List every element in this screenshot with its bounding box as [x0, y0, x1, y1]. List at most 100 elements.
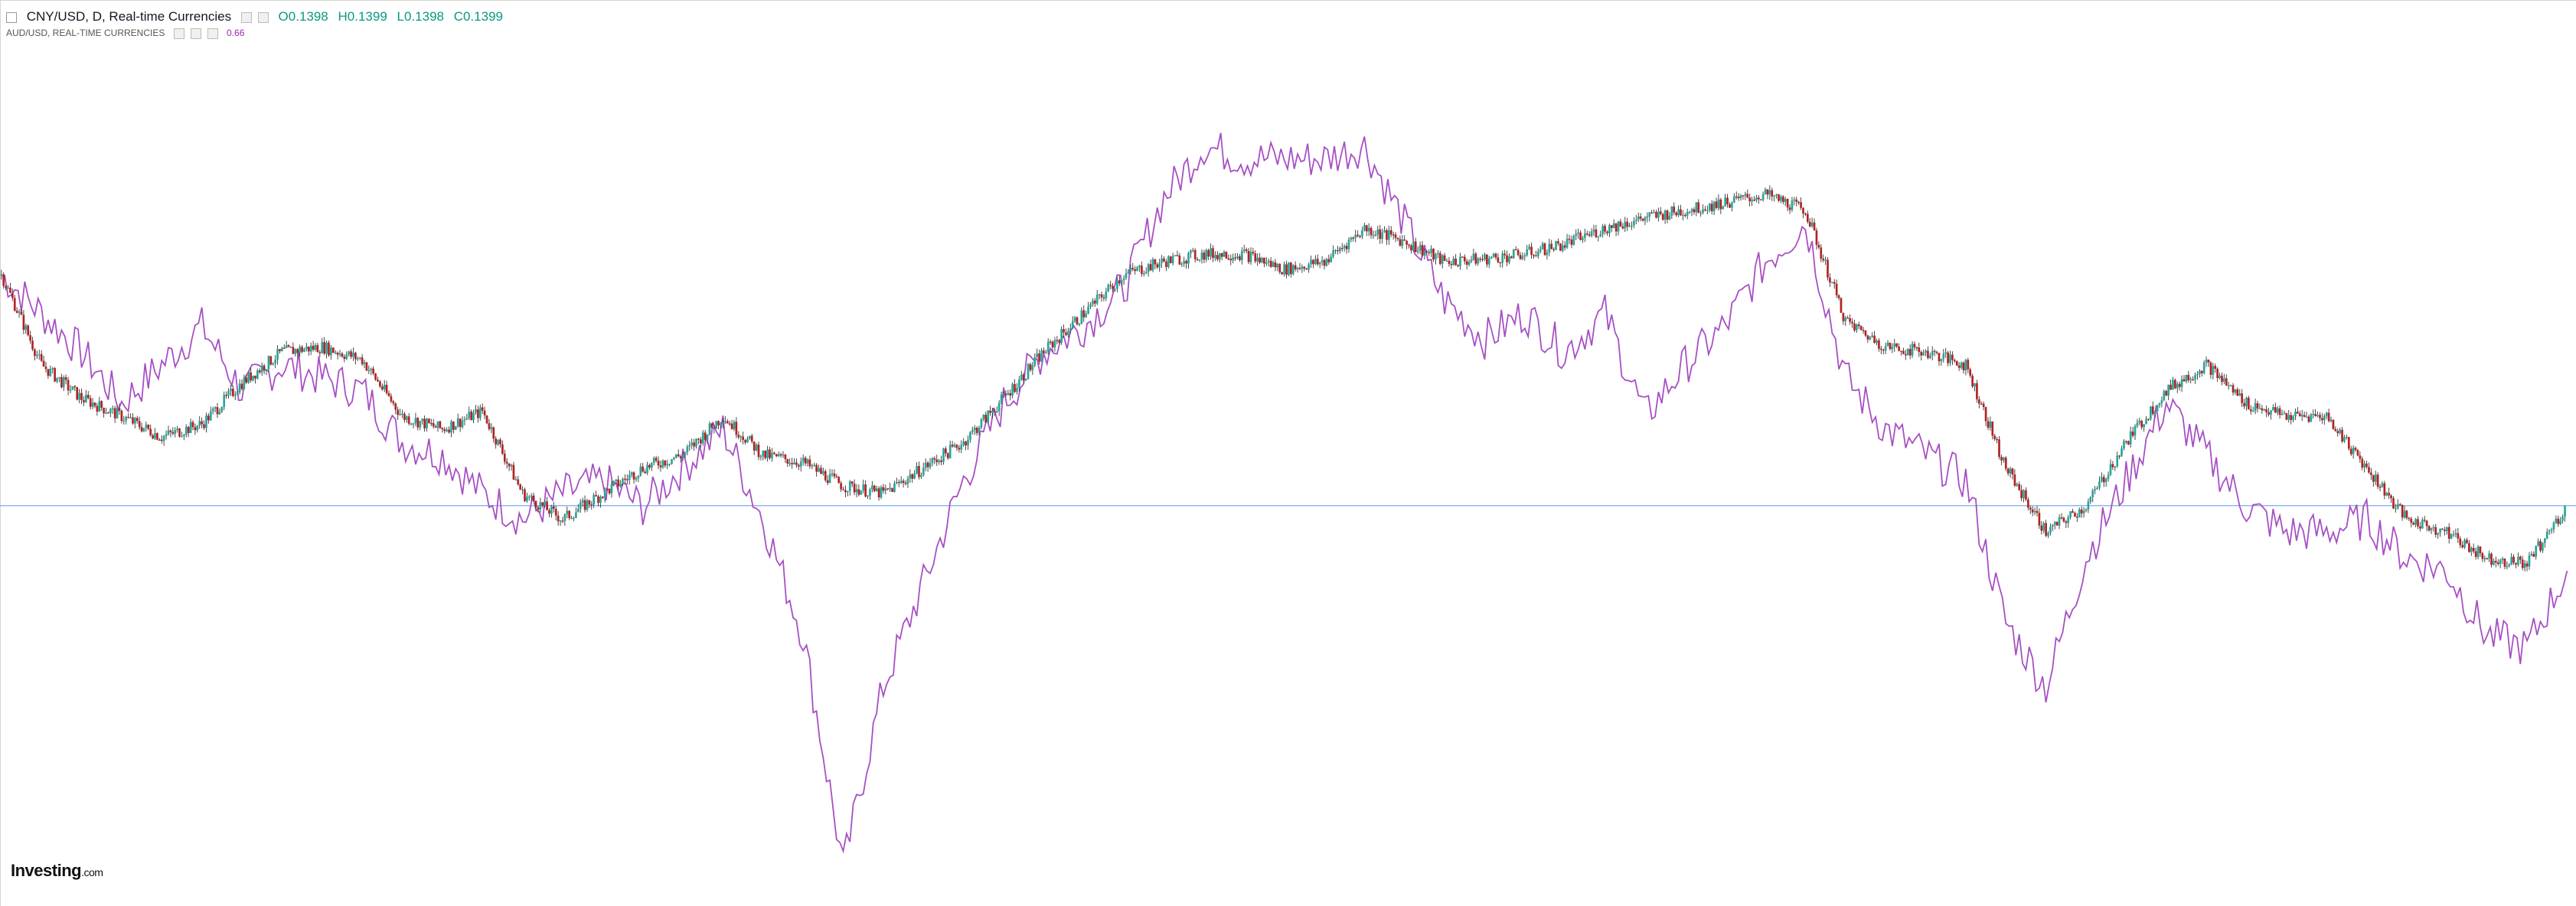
candle-body [973, 427, 976, 430]
candle-body [2140, 420, 2143, 428]
candle-body [1252, 252, 1255, 254]
candle-body [882, 487, 885, 491]
candle-body [1100, 294, 1103, 298]
candle-body [1911, 344, 1914, 356]
candle-body [1370, 227, 1373, 236]
candle-body [869, 489, 871, 496]
candle-body [1893, 343, 1896, 347]
candle-body [24, 325, 28, 331]
candle-body [2098, 481, 2101, 488]
candle-body [1406, 240, 1408, 245]
candle-body [2145, 419, 2147, 425]
candle-body [352, 352, 354, 357]
candle-body [1437, 253, 1439, 255]
candle-body [1403, 239, 1406, 241]
compare-settings-icon[interactable] [173, 28, 184, 39]
candle-body [622, 478, 624, 484]
candle-body [1974, 383, 1976, 387]
candle-body [625, 479, 628, 481]
candle-body [1350, 237, 1353, 240]
candle-body [1833, 282, 1836, 284]
candle-body [2392, 498, 2395, 509]
candle-body [1588, 234, 1591, 236]
settings-icon[interactable] [240, 11, 252, 23]
candle-body [454, 426, 457, 430]
candle-body [595, 494, 597, 497]
candle-body [642, 466, 645, 472]
candle-body [1176, 255, 1179, 256]
candle-body [1918, 347, 1921, 352]
candle-body [205, 416, 207, 429]
candle-body [1156, 264, 1159, 268]
candle-body [256, 370, 259, 379]
candle-body [2341, 429, 2343, 442]
candle-body [904, 483, 907, 484]
candle-body [1067, 331, 1069, 335]
candle-body [1931, 350, 1934, 356]
compare-remove-icon[interactable] [207, 28, 218, 39]
candle-body [1634, 220, 1637, 221]
candle-body [2479, 546, 2482, 554]
candle-body [2129, 431, 2132, 445]
candle-body [773, 452, 775, 455]
candle-body [1136, 267, 1138, 272]
candle-body [1873, 335, 1876, 344]
compare-hide-icon[interactable] [190, 28, 201, 39]
candle-body [181, 436, 183, 438]
candle-body [726, 421, 729, 424]
candle-body [2319, 415, 2321, 419]
candle-body [1461, 256, 1464, 258]
candle-body [478, 407, 482, 419]
candle-body [2214, 366, 2217, 369]
candle-body [2294, 411, 2297, 417]
candle-body [1889, 342, 1892, 350]
candle-body [1775, 194, 1778, 196]
candle-body [2072, 511, 2074, 513]
candle-body [1661, 213, 1664, 220]
candle-body [285, 345, 288, 348]
candle-body [305, 346, 308, 350]
collapse-legend-icon[interactable] [6, 11, 17, 23]
candle-body [1904, 354, 1907, 356]
candle-body [1441, 255, 1444, 264]
candle-body [1626, 221, 1628, 227]
candle-body [1141, 266, 1143, 274]
candle-body [1185, 261, 1187, 264]
candle-body [929, 463, 932, 468]
candle-body [2218, 375, 2221, 379]
candle-body [260, 365, 263, 373]
candle-body [1884, 346, 1887, 351]
candle-body [350, 351, 352, 357]
candle-body [771, 452, 773, 458]
candle-body [412, 423, 415, 425]
candle-body [2163, 390, 2166, 401]
hide-icon[interactable] [257, 11, 269, 23]
candle-body [1813, 222, 1816, 231]
candle-body [967, 439, 969, 446]
candle-body [532, 495, 535, 501]
candle-body [356, 358, 359, 360]
candle-body [1960, 362, 1963, 368]
candle-body [1330, 256, 1333, 262]
candle-body [247, 372, 250, 383]
candle-body [2330, 419, 2333, 422]
candle-body [2561, 517, 2564, 521]
candle-body [2543, 538, 2546, 543]
candle-body [201, 421, 203, 425]
compare-symbol-title[interactable]: AUD/USD, REAL-TIME CURRENCIES [6, 28, 165, 38]
candle-body [1837, 295, 1840, 298]
candle-body [1778, 194, 1780, 201]
symbol-title[interactable]: CNY/USD, D, Real-time Currencies [26, 9, 232, 24]
candle-body [2016, 484, 2019, 486]
candle-body [1191, 249, 1194, 252]
candle-body [358, 357, 361, 359]
candle-body [1900, 350, 1902, 352]
candle-body [429, 422, 433, 425]
candle-body [1722, 206, 1725, 210]
candle-body [2176, 383, 2179, 389]
candle-body [2339, 429, 2341, 434]
candle-body [1585, 233, 1588, 235]
candle-body [2499, 560, 2502, 565]
candle-body [1470, 259, 1473, 262]
